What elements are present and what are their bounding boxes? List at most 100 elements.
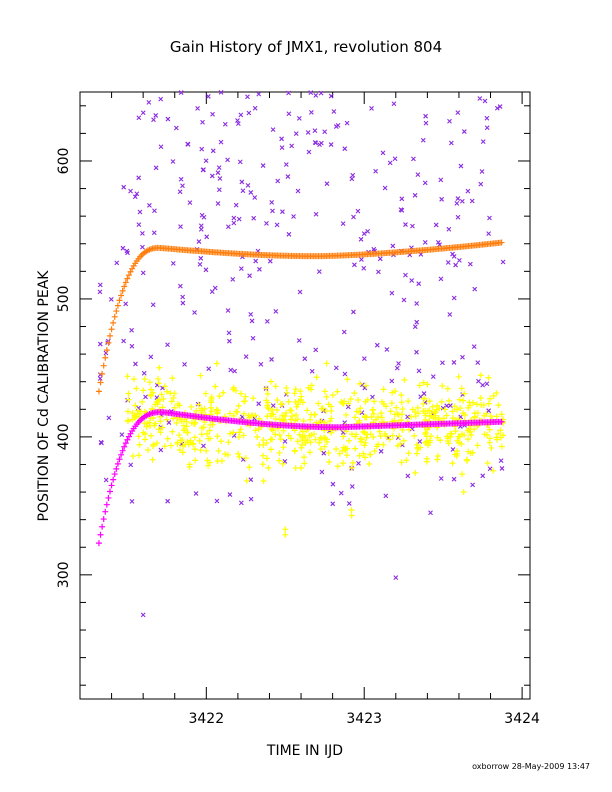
data-point	[139, 398, 146, 405]
data-point	[113, 308, 120, 315]
data-point	[338, 399, 345, 406]
data-point	[165, 342, 170, 348]
data-point	[444, 385, 451, 392]
data-point	[456, 439, 463, 446]
data-point	[204, 430, 211, 437]
data-point	[455, 214, 461, 220]
data-point	[185, 141, 191, 147]
data-point	[448, 431, 455, 438]
data-point	[405, 450, 412, 457]
data-point	[133, 361, 138, 367]
data-point	[299, 428, 306, 435]
data-point	[166, 420, 172, 425]
x-tick-label: 3422	[188, 711, 224, 727]
data-point	[355, 396, 362, 403]
data-point	[276, 449, 283, 456]
data-point	[490, 392, 497, 399]
data-point	[232, 368, 238, 374]
data-point	[151, 422, 158, 429]
data-point	[155, 426, 162, 433]
data-point	[438, 276, 444, 282]
data-point	[140, 387, 147, 394]
data-point	[316, 439, 323, 446]
data-point	[238, 390, 245, 397]
data-point	[484, 460, 491, 467]
data-point	[256, 415, 263, 422]
data-point	[129, 343, 135, 349]
data-point	[249, 318, 255, 324]
data-point	[122, 279, 129, 286]
data-point	[387, 160, 393, 166]
data-point	[256, 91, 262, 97]
data-point	[173, 125, 179, 131]
data-point	[147, 432, 154, 439]
data-point	[409, 278, 415, 283]
data-point	[487, 413, 494, 420]
data-point	[236, 216, 242, 222]
data-point	[280, 444, 287, 451]
data-point	[188, 403, 195, 410]
data-point	[191, 446, 198, 453]
data-point	[486, 426, 493, 433]
data-point	[180, 300, 186, 306]
data-point	[361, 414, 368, 421]
data-point	[107, 488, 113, 495]
data-point	[331, 109, 337, 114]
data-point	[443, 412, 450, 419]
data-point	[129, 499, 135, 504]
data-point	[146, 379, 153, 386]
y-tick-label: 600	[56, 148, 72, 175]
data-point	[434, 456, 441, 463]
data-point	[125, 396, 132, 403]
data-point	[386, 436, 393, 443]
data-point	[289, 413, 296, 420]
data-point	[429, 403, 436, 410]
data-point	[136, 222, 142, 228]
data-point	[308, 90, 314, 96]
data-point	[370, 394, 375, 400]
data-point	[321, 443, 328, 450]
data-point	[141, 376, 148, 383]
data-point	[140, 110, 146, 116]
data-point	[343, 452, 350, 459]
data-point	[253, 258, 259, 264]
data-point	[401, 297, 407, 303]
data-point	[394, 365, 400, 371]
data-point	[442, 406, 449, 413]
data-point	[468, 431, 475, 438]
data-point	[465, 436, 472, 443]
data-point	[169, 375, 176, 382]
data-point	[391, 101, 397, 107]
data-point	[349, 176, 355, 182]
data-point	[225, 157, 230, 163]
data-point	[100, 516, 107, 523]
data-point	[201, 167, 206, 173]
data-point	[98, 439, 104, 445]
x-tick-label: 3423	[346, 711, 382, 727]
data-point	[198, 255, 204, 261]
data-point	[134, 407, 141, 414]
data-point	[362, 454, 369, 461]
data-point	[498, 458, 504, 464]
data-point	[333, 445, 340, 452]
data-point	[140, 270, 146, 276]
data-point	[142, 436, 149, 443]
data-point	[413, 450, 420, 457]
data-point	[433, 222, 439, 228]
data-point	[497, 427, 504, 434]
data-point	[444, 435, 451, 442]
data-point	[352, 445, 359, 452]
data-point	[264, 413, 271, 420]
data-point	[217, 176, 223, 181]
data-point	[342, 146, 348, 152]
data-point	[423, 458, 430, 465]
data-point	[279, 145, 285, 151]
data-point	[233, 202, 239, 208]
data-point	[446, 226, 452, 232]
data-point	[240, 410, 247, 417]
data-point	[447, 312, 453, 317]
data-point	[263, 385, 270, 392]
data-point	[349, 459, 356, 466]
data-point	[377, 433, 384, 440]
data-point	[328, 93, 334, 99]
